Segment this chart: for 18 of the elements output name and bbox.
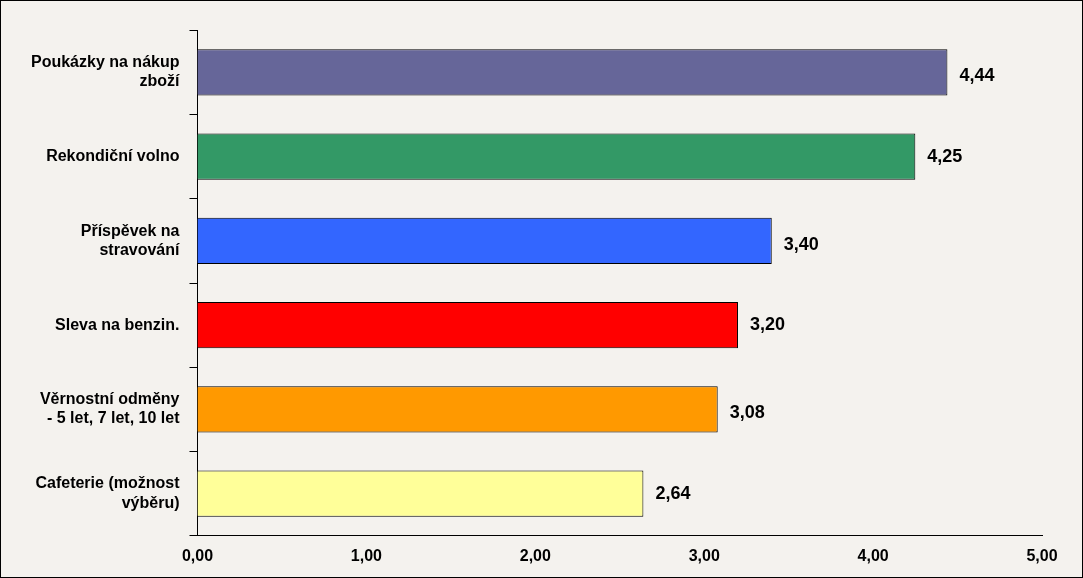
x-tick-label: 1,00: [350, 546, 383, 564]
data-label: 3,20: [749, 314, 786, 335]
y-tick-label: Příspěvek na stravování: [80, 221, 181, 258]
data-label: 3,08: [729, 402, 765, 423]
x-tick-label: 0,00: [181, 546, 214, 564]
y-tick-label: Cafeterie (možnost výběru): [35, 474, 181, 511]
x-tick-label: 3,00: [688, 546, 720, 564]
y-tick-label: Rekondiční volno: [46, 147, 180, 165]
x-tick-label: 4,00: [857, 546, 889, 564]
data-label: 4,25: [927, 145, 963, 166]
x-tick-label: 2,00: [519, 546, 551, 564]
data-label: 4,44: [959, 65, 995, 86]
data-label: 3,40: [783, 233, 819, 254]
y-tick-label: Sleva na benzin.: [55, 315, 180, 333]
y-tick-label: Věrnostní odměny - 5 let, 7 let, 10 let: [39, 390, 181, 427]
x-tick-label: 5,00: [1026, 546, 1058, 564]
y-tick-label: Poukázky na nákup zboží: [30, 53, 181, 90]
data-label: 2,64: [655, 482, 691, 503]
